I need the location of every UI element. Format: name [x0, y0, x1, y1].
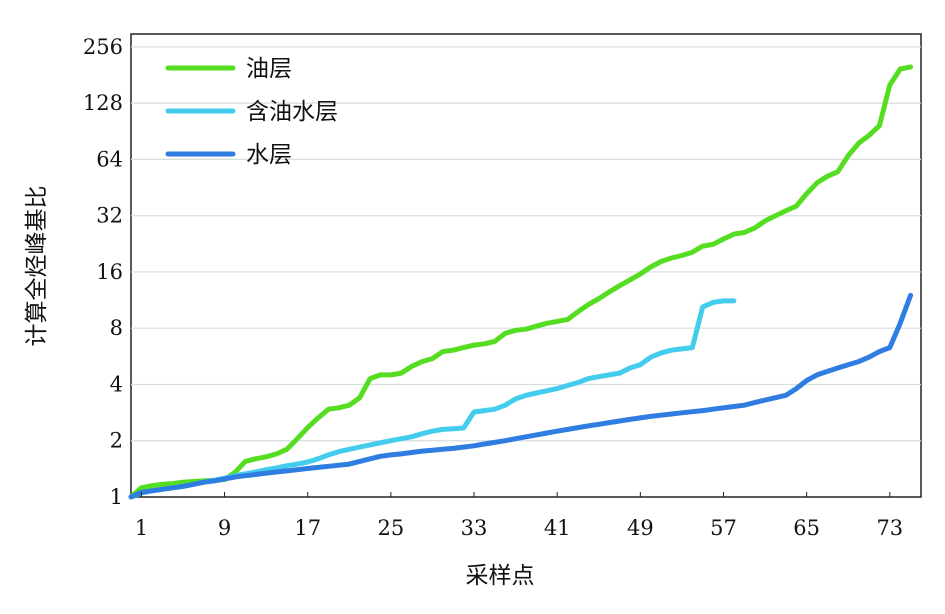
- x-tick-label: 17: [294, 516, 321, 540]
- plot-frame: [130, 33, 922, 498]
- x-tick-label: 57: [710, 516, 737, 540]
- legend-label-1: 含油水层: [246, 99, 338, 125]
- legend-label-2: 水层: [246, 142, 292, 168]
- x-axis-title: 采样点: [466, 563, 535, 589]
- x-tick-label: 73: [876, 516, 903, 540]
- x-tick-label: 9: [218, 516, 231, 540]
- x-tick-label: 65: [793, 516, 820, 540]
- x-tick-label: 41: [544, 516, 571, 540]
- y-tick-label: 8: [110, 316, 123, 340]
- y-tick-label: 64: [96, 147, 123, 171]
- x-tick-label: 49: [627, 516, 654, 540]
- y-axis-title: 计算全烃峰基比: [24, 186, 50, 347]
- x-tick-label: 25: [378, 516, 405, 540]
- series-lines: [128, 64, 914, 500]
- grid: [131, 46, 921, 442]
- y-tick-label: 16: [96, 260, 123, 284]
- series-line-2: [128, 292, 914, 500]
- y-tick-label: 1: [110, 485, 123, 509]
- x-tick-label: 1: [135, 516, 148, 540]
- y-tick-label: 32: [96, 204, 123, 228]
- y-tick-label: 256: [83, 35, 123, 59]
- y-tick-label: 4: [110, 372, 123, 396]
- series-line-1: [128, 298, 737, 500]
- series-line-0: [128, 64, 914, 500]
- x-tick-label: 33: [461, 516, 488, 540]
- y-tick-label: 2: [110, 429, 123, 453]
- legend-label-0: 油层: [246, 56, 292, 82]
- tick-labels: 1 2 4 8 16 32 64 128 256 1 9 17 25 33 41 49 57 65 73: [83, 35, 903, 540]
- y-tick-label: 128: [83, 91, 123, 115]
